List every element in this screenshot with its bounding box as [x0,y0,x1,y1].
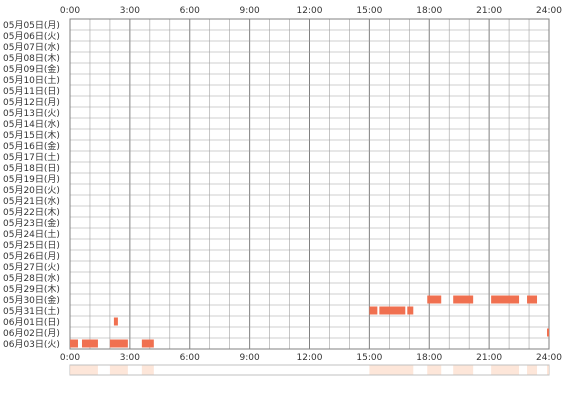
activity-bar [453,295,474,304]
x-tick-label-top: 12:00 [297,6,323,16]
row-label: 05月25日(日) [3,240,60,251]
row-label: 05月26日(月) [3,251,60,262]
row-label: 05月21日(水) [3,195,60,207]
row-label: 05月23日(金) [3,217,60,229]
activity-bar [81,339,98,348]
row-label: 05月28日(水) [3,272,60,284]
activity-bar [70,339,78,348]
row-label: 05月15日(木) [3,129,60,141]
row-label: 05月17日(土) [3,151,60,163]
row-label: 05月19日(月) [3,174,60,185]
row-label: 05月09日(金) [3,63,60,75]
row-label: 05月24日(土) [3,228,60,240]
row-label: 05月27日(火) [3,262,60,273]
activity-bar [369,306,378,315]
x-tick-label-top: 6:00 [180,6,200,16]
summary-band [141,365,154,375]
row-label: 06月01日(日) [3,317,60,328]
activity-bars [70,295,550,348]
row-label: 06月02日(月) [3,328,60,339]
activity-bar [379,306,406,315]
x-tick-label-top: 9:00 [240,6,260,16]
x-tick-label-bottom: 6:00 [180,353,200,363]
activity-bar [527,295,538,304]
x-tick-label-top: 15:00 [356,6,382,16]
x-tick-label-top: 21:00 [476,6,502,16]
summary-strip [69,364,550,376]
row-label: 06月03日(火) [3,339,60,350]
summary-band [369,365,414,375]
row-label: 05月07日(水) [3,41,60,53]
row-label: 05月11日(日) [3,86,60,97]
x-tick-label-bottom: 21:00 [476,353,502,363]
activity-bar [109,339,128,348]
x-tick-label-top: 18:00 [416,6,442,16]
summary-band [527,365,538,375]
row-label: 05月31日(土) [3,305,60,317]
row-label: 05月29日(木) [3,283,60,295]
row-label: 05月13日(火) [3,108,60,119]
chart-grid [69,18,550,350]
row-labels: 05月05日(月)05月06日(火)05月07日(水)05月08日(木)05月0… [3,20,60,350]
activity-bar [547,328,550,337]
row-label: 05月06日(火) [3,31,60,42]
activity-bar [427,295,442,304]
x-tick-label-bottom: 9:00 [240,353,260,363]
plot-border [69,18,550,350]
x-tick-label-top: 0:00 [60,6,80,16]
summary-band [70,365,98,375]
x-tick-label-bottom: 3:00 [120,353,140,363]
row-label: 05月12日(月) [3,97,60,108]
x-tick-label-bottom: 18:00 [416,353,442,363]
row-label: 05月16日(金) [3,140,60,152]
x-tick-label-top: 3:00 [120,6,140,16]
activity-bar [407,306,414,315]
summary-band [109,365,128,375]
summary-band [547,365,550,375]
row-label: 05月08日(木) [3,52,60,64]
row-label: 05月14日(水) [3,118,60,130]
row-label: 05月22日(木) [3,206,60,218]
x-tick-label-top: 24:00 [536,6,562,16]
activity-bar [113,317,118,326]
summary-band [427,365,442,375]
activity-bar [141,339,154,348]
bottom-x-axis-ticks: 0:00 3:00 6:00 9:00 12:00 15:00 18:00 21:00 24:0… [60,353,562,363]
row-label: 05月10日(土) [3,74,60,86]
row-label: 05月30日(金) [3,294,60,306]
summary-band [491,365,520,375]
row-label: 05月18日(日) [3,163,60,174]
x-tick-label-bottom: 0:00 [60,353,80,363]
x-tick-label-bottom: 15:00 [356,353,382,363]
summary-band [453,365,474,375]
top-x-axis-ticks: 0:00 3:00 6:00 9:00 12:00 15:00 18:00 21:00 24:0… [60,6,562,16]
row-label: 05月05日(月) [3,20,60,31]
activity-bar [491,295,520,304]
x-tick-label-bottom: 12:00 [297,353,323,363]
x-tick-label-bottom: 24:00 [536,353,562,363]
row-label: 05月20日(火) [3,185,60,196]
